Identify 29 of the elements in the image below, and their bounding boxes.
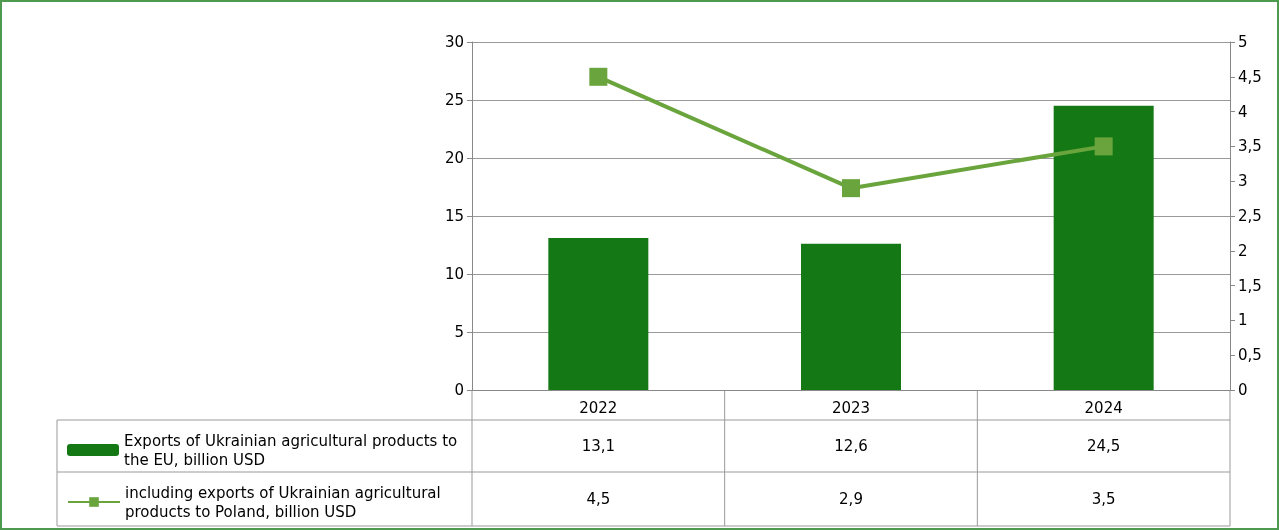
- y2-tick-label: 4,5: [1238, 67, 1262, 86]
- data-label: 24,5: [1086, 437, 1121, 455]
- y2-tick-label: 2: [1238, 241, 1248, 260]
- legend-label: including exports of Ukrainian agricultural products to Poland, billion USD: [125, 483, 446, 521]
- y-tick-label: 0: [454, 381, 464, 399]
- data-label: 13,1: [581, 437, 616, 455]
- y-tick-label: 25: [444, 91, 464, 109]
- x-tick-label: 2024: [1084, 398, 1123, 417]
- y2-tick-label: 3,5: [1238, 137, 1262, 156]
- y2-tick-label: 4: [1238, 102, 1248, 121]
- y2-tick-label: 2,5: [1238, 207, 1262, 225]
- y2-tick-label: 0,5: [1238, 346, 1262, 365]
- x-tick-label: 2023: [831, 398, 871, 417]
- x-tick-label: 2022: [579, 398, 618, 417]
- y2-tick-label: 1: [1238, 311, 1248, 330]
- data-label: 2,9: [839, 490, 863, 508]
- y-tick-label: 10: [444, 265, 464, 283]
- data-label: 12,6: [834, 437, 868, 455]
- y2-tick-label: 0: [1238, 381, 1248, 399]
- data-label: 4,5: [586, 490, 611, 508]
- data-label: 3,5: [1091, 490, 1116, 508]
- y2-tick-label: 3: [1238, 172, 1248, 191]
- y2-tick-label: 5: [1238, 33, 1248, 51]
- y-tick-label: 15: [444, 207, 464, 225]
- y2-tick-label: 1,5: [1238, 276, 1262, 295]
- y-tick-label: 30: [444, 33, 464, 51]
- y-tick-label: 20: [444, 149, 464, 167]
- y-tick-label: 5: [454, 323, 464, 341]
- legend-label: Exports of Ukrainian agricultural products to the EU, billion USD: [124, 431, 462, 469]
